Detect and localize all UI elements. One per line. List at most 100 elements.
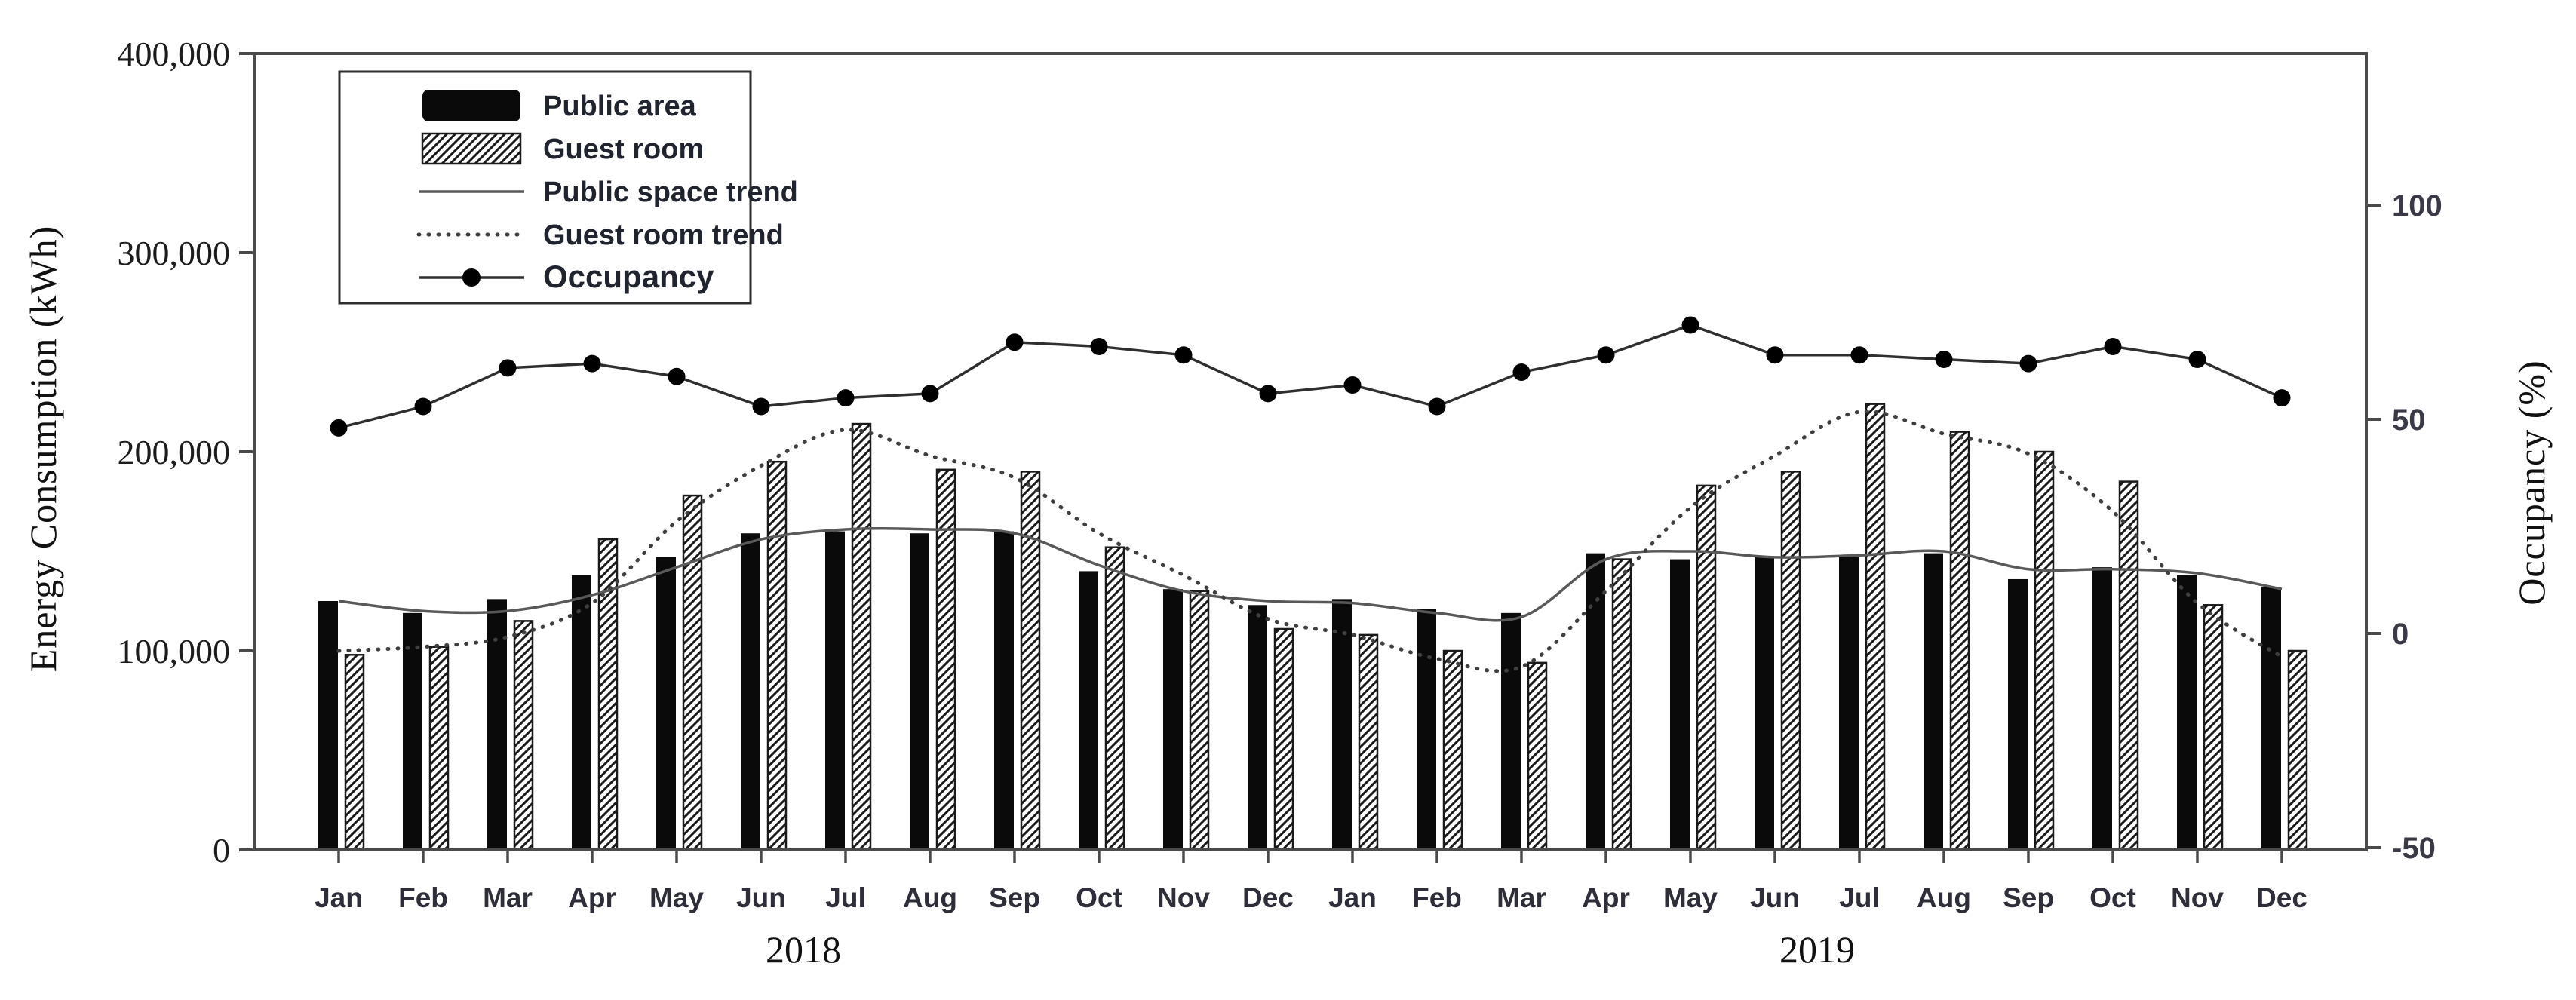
legend-label-public-area: Public area [543,90,697,122]
month-label-2018-Nov: Nov [1157,882,1210,913]
month-label-2018-Oct: Oct [1076,882,1122,913]
month-label-2018-May: May [649,882,704,913]
marker-occupancy-2019-Oct [2104,337,2122,355]
marker-occupancy-2018-Jul [837,389,855,407]
month-label-2018-Apr: Apr [568,882,616,913]
bar-public-area-2018-Dec [1248,605,1267,850]
month-label-2018-Mar: Mar [483,882,533,913]
bar-guest-room-2019-Nov [2203,604,2224,851]
bar-public-area-2019-Feb [1417,609,1436,850]
bar-public-area-2019-Aug [1924,553,1943,850]
month-label-2019-Aug: Aug [1917,882,1971,913]
bar-public-area-2018-Aug [910,533,929,850]
bar-guest-room-2019-Feb [1442,649,1463,851]
marker-occupancy-2019-Jan [1343,376,1362,394]
bar-guest-room-2018-Jan [344,654,365,851]
line-public-space-trend [338,527,2283,622]
bar-public-area-2019-Nov [2177,575,2197,850]
bar-guest-room-2018-Dec [1273,627,1294,851]
bar-public-area-2019-Mar [1501,612,1521,850]
legend-label-guest-room: Guest room [543,133,704,165]
legend-label-public-space-trend: Public space trend [543,176,798,208]
month-label-2019-May: May [1663,882,1718,913]
marker-occupancy-2019-Jun [1766,346,1784,364]
bar-public-area-2019-Jan [1332,599,1352,850]
legend: Public area Guest room Public space trend G… [338,70,798,305]
right-tick-label: -50 [2392,832,2436,865]
month-label-2018-Jan: Jan [315,882,363,913]
bar-public-area-2018-Jan [318,601,338,850]
month-label-2019-Oct: Oct [2089,882,2136,913]
bar-public-area-2018-Oct [1079,571,1098,850]
month-label-2019-Sep: Sep [2003,882,2054,913]
marker-occupancy-2018-Feb [414,397,432,416]
left-tick-label: 0 [213,831,230,870]
bar-public-area-2018-Nov [1163,589,1183,850]
bar-guest-room-2018-Jun [766,460,788,851]
marker-occupancy-2018-Jan [330,419,348,437]
bar-guest-room-2019-Jan [1358,633,1379,851]
marker-occupancy-2018-Apr [583,354,601,373]
month-label-2019-Jan: Jan [1328,882,1377,913]
marker-occupancy-2018-Nov [1174,346,1193,364]
marker-occupancy-2019-Apr [1597,346,1615,364]
left-tick-label: 100,000 [118,632,231,670]
legend-label-occupancy: Occupancy [543,259,714,294]
right-tick-label: 0 [2392,618,2409,651]
legend-label-guest-room-trend: Guest room trend [543,219,784,251]
bar-guest-room-2018-Feb [428,646,450,851]
bar-public-area-2018-Feb [403,612,422,850]
month-label-2018-Sep: Sep [989,882,1040,913]
bar-public-area-2019-May [1670,559,1690,850]
legend-swatch-public-area [422,90,520,121]
month-label-2018-Jul: Jul [825,882,865,913]
marker-occupancy-2019-May [1681,316,1699,334]
bar-public-area-2018-Apr [572,575,591,850]
left-tick-label: 200,000 [118,433,231,471]
bar-guest-room-2019-Mar [1527,661,1548,851]
bar-public-area-2019-Dec [2261,587,2281,850]
left-tick-label: 400,000 [118,35,231,73]
bar-guest-room-2018-Oct [1104,546,1125,851]
bar-guest-room-2019-Aug [1949,431,1970,851]
month-label-2019-Dec: Dec [2256,882,2307,913]
month-label-2018-Jun: Jun [736,882,786,913]
marker-occupancy-2019-Mar [1512,363,1531,382]
bar-public-area-2019-Oct [2092,567,2112,850]
month-label-2018-Aug: Aug [903,882,957,913]
marker-occupancy-2018-Jun [752,397,770,416]
marker-occupancy-2018-Mar [499,359,517,377]
bar-guest-room-2019-Sep [2034,450,2055,851]
bar-guest-room-2018-May [682,494,703,851]
month-label-2019-Mar: Mar [1497,882,1546,913]
bar-guest-room-2019-May [1696,484,1717,851]
bar-guest-room-2018-Apr [597,538,619,851]
month-label-2018-Dec: Dec [1242,882,1294,913]
bar-public-area-2018-Jul [825,531,845,850]
year-label-2018: 2018 [766,928,841,971]
month-label-2019-Feb: Feb [1412,882,1462,913]
line-occupancy [338,324,2283,430]
month-label-2019-Nov: Nov [2171,882,2224,913]
month-label-2019-Jul: Jul [1839,882,1879,913]
marker-occupancy-2019-Nov [2188,350,2206,368]
month-label-2019-Jun: Jun [1750,882,1800,913]
year-label-2019: 2019 [1779,928,1855,971]
marker-occupancy-2019-Aug [1935,350,1953,368]
bar-guest-room-2019-Jun [1780,471,1801,851]
right-tick-label: 50 [2392,403,2426,437]
bar-public-area-2018-Sep [994,531,1014,850]
marker-occupancy-2019-Sep [2019,354,2037,373]
bar-guest-room-2018-Jul [851,422,872,851]
right-tick-label: 100 [2392,189,2442,222]
bar-guest-room-2018-Mar [513,620,534,851]
marker-occupancy-2018-Aug [921,385,939,403]
bar-guest-room-2018-Aug [935,468,956,851]
bar-public-area-2019-Sep [2008,578,2028,850]
left-tick-label: 300,000 [118,234,231,272]
line-guest-room-trend [336,410,2284,673]
bar-guest-room-2019-Dec [2287,649,2308,851]
marker-occupancy-2019-Feb [1428,397,1446,416]
